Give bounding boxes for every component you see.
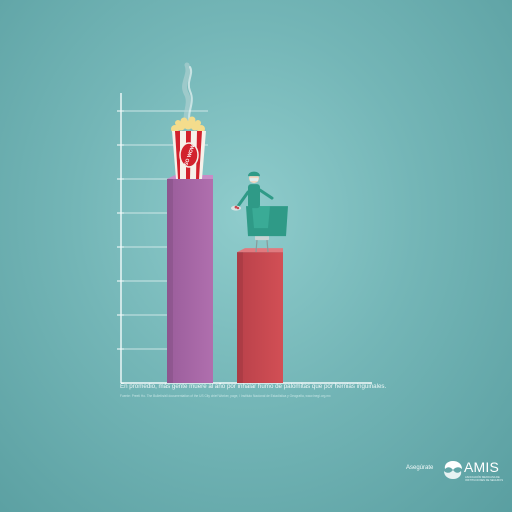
gridlines bbox=[121, 110, 208, 350]
brand-name: AMIS bbox=[464, 459, 500, 475]
bar-2 bbox=[237, 248, 283, 383]
y-axis-ticks bbox=[117, 110, 124, 350]
amis-logo-icon bbox=[444, 461, 462, 479]
caption-text: En promedio, más gente muere al año por … bbox=[120, 383, 387, 390]
source-text: Fuente: Preeti Ho. The Bulletin/all docu… bbox=[120, 394, 331, 398]
brand-block: Asegúrate AMIS ASOCIACIÓN MEXICANA DE IN… bbox=[406, 458, 506, 486]
popcorn-bucket-icon: SO WOW bbox=[171, 62, 206, 179]
brand-lead: Asegúrate bbox=[406, 465, 434, 471]
surgeon-figure-icon bbox=[231, 171, 288, 253]
bar-1 bbox=[167, 175, 213, 383]
brand-subtitle: ASOCIACIÓN MEXICANA DE INSTITUCIONES DE … bbox=[465, 476, 504, 483]
